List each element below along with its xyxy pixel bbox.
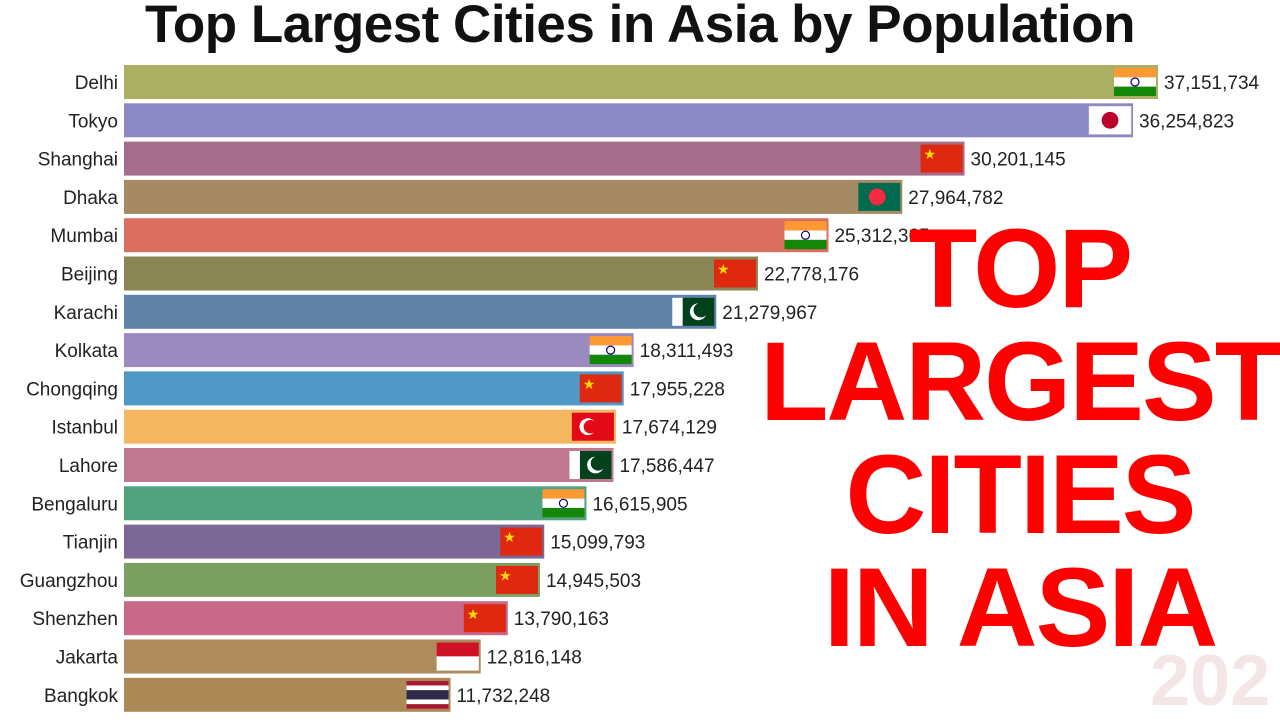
value-label: 22,778,176 (764, 265, 859, 286)
category-label: Delhi (75, 73, 118, 94)
overlay-line-3: CITIES (845, 432, 1197, 557)
flag-china-icon: ★ (579, 374, 622, 403)
overlay-caption: TOP LARGEST CITIES IN ASIA (760, 212, 1280, 664)
value-label: 25,312,365 (834, 226, 929, 247)
flag-india-icon (784, 221, 827, 250)
svg-text:★: ★ (583, 377, 596, 393)
value-label: 16,615,905 (592, 494, 687, 515)
bar (124, 448, 614, 482)
flag-china-icon: ★ (920, 144, 963, 173)
flag-japan-icon (1088, 106, 1132, 135)
flag-bangladesh-icon (858, 182, 901, 211)
bar-row: Beijing ★ 22,778,176 (61, 256, 859, 291)
flag-china-icon: ★ (463, 604, 506, 633)
bar (124, 486, 587, 521)
svg-text:★: ★ (499, 568, 512, 584)
bar-row: Bangkok 11,732,248 (44, 677, 551, 712)
bar (124, 639, 481, 674)
flag-india-icon (589, 336, 632, 365)
bar-row: Jakarta 12,816,148 (56, 639, 582, 674)
bar (124, 256, 758, 291)
value-label: 11,732,248 (457, 686, 551, 707)
bar (124, 409, 616, 444)
bar-row: Shenzhen ★ 13,790,163 (32, 601, 609, 636)
bar-row: Dhaka 27,964,782 (63, 179, 1003, 214)
value-label: 17,586,447 (619, 456, 714, 477)
category-label: Dhaka (63, 188, 118, 209)
flag-pakistan-icon (672, 297, 715, 326)
bar-row: Chongqing ★ 17,955,228 (26, 371, 725, 406)
flag-india-icon (542, 489, 585, 518)
bar-row: Tokyo 36,254,823 (68, 103, 1234, 138)
bar-row: Mumbai 25,312,365 (50, 218, 930, 253)
flag-indonesia-icon (436, 642, 479, 671)
flag-turkey-icon (571, 412, 614, 441)
year-watermark: 202 (1150, 641, 1271, 721)
overlay-line-1: TOP (908, 206, 1133, 331)
category-label: Beijing (61, 265, 118, 286)
category-label: Guangzhou (20, 571, 118, 592)
value-label: 27,964,782 (908, 188, 1003, 209)
bar (124, 179, 903, 214)
value-label: 17,674,129 (622, 418, 717, 439)
bar-row: Bengaluru 16,615,905 (31, 486, 688, 521)
category-label: Istanbul (51, 418, 118, 439)
bar (124, 562, 540, 597)
flag-china-icon: ★ (500, 527, 543, 556)
bar-row: Kolkata 18,311,493 (55, 333, 734, 368)
category-label: Tokyo (68, 111, 118, 132)
bar (124, 294, 717, 329)
bar (124, 65, 1158, 99)
flag-china-icon: ★ (713, 259, 756, 288)
value-label: 36,254,823 (1139, 111, 1234, 132)
value-label: 37,151,734 (1164, 73, 1260, 94)
category-label: Bangkok (44, 686, 118, 707)
bar (124, 677, 451, 712)
category-label: Kolkata (55, 341, 119, 362)
flag-china-icon: ★ (495, 565, 538, 594)
bar (124, 103, 1134, 138)
value-label: 30,201,145 (971, 150, 1066, 171)
bar-row: Guangzhou ★ 14,945,503 (20, 562, 641, 597)
category-label: Chongqing (26, 379, 118, 400)
bar (124, 333, 634, 368)
bar-row: Shanghai ★ 30,201,145 (38, 141, 1066, 176)
flag-pakistan-icon (569, 451, 612, 479)
value-label: 14,945,503 (546, 571, 641, 592)
bar-row: Delhi 37,151,734 (75, 65, 1260, 99)
value-label: 13,790,163 (514, 609, 609, 630)
category-label: Lahore (59, 456, 118, 477)
bar (124, 141, 965, 176)
bar (124, 218, 829, 253)
overlay-line-2: LARGEST (760, 319, 1280, 444)
bar (124, 371, 624, 406)
value-label: 18,311,493 (640, 341, 734, 362)
chart-title: Top Largest Cities in Asia by Population (144, 0, 1136, 54)
value-label: 17,955,228 (630, 379, 725, 400)
svg-text:★: ★ (467, 607, 480, 623)
bar (124, 601, 508, 636)
bar-row: Karachi 21,279,967 (54, 294, 817, 329)
bar-row: Tianjin ★ 15,099,793 (63, 524, 645, 559)
category-label: Karachi (54, 303, 118, 324)
flag-india-icon (1114, 68, 1156, 96)
bar (124, 524, 545, 559)
bar-row: Istanbul 17,674,129 (51, 409, 717, 444)
value-label: 15,099,793 (550, 533, 645, 554)
value-label: 12,816,148 (487, 648, 582, 669)
category-label: Tianjin (63, 533, 118, 554)
svg-text:★: ★ (924, 147, 937, 163)
bar-row: Lahore 17,586,447 (59, 448, 715, 482)
category-label: Mumbai (50, 226, 118, 247)
category-label: Shanghai (38, 150, 118, 171)
svg-text:★: ★ (717, 262, 730, 278)
category-label: Jakarta (56, 648, 119, 669)
category-label: Shenzhen (32, 609, 118, 630)
flag-thailand-icon (406, 680, 449, 709)
value-label: 21,279,967 (722, 303, 817, 324)
overlay-line-4: IN ASIA (823, 545, 1219, 670)
category-label: Bengaluru (31, 494, 118, 515)
svg-text:★: ★ (503, 530, 516, 546)
